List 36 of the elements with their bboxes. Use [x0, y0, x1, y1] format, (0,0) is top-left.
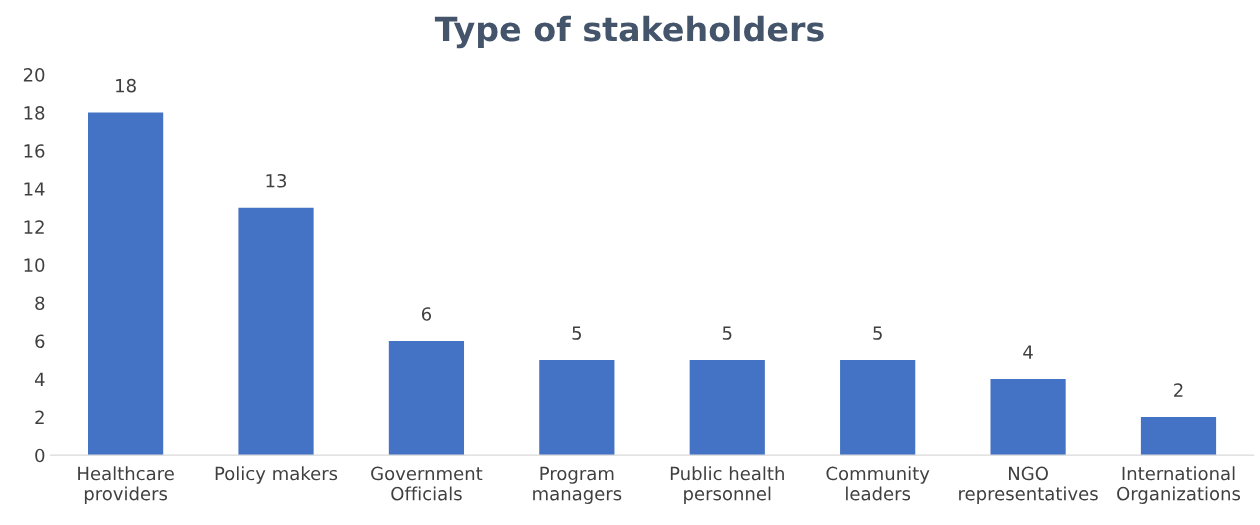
x-tick-label: International Organizations — [1117, 466, 1241, 504]
x-tick-label: Policy makers — [215, 466, 338, 484]
bar — [539, 360, 615, 456]
bar — [1140, 417, 1217, 456]
y-tick-label: 0 — [35, 448, 45, 463]
x-tick-label: Government Officials — [371, 466, 483, 501]
data-label: 5 — [722, 326, 732, 340]
x-tick-label: Healthcare providers — [78, 466, 174, 504]
chart-title: Type of stakeholders — [434, 15, 824, 49]
bar — [238, 207, 314, 456]
bar — [388, 340, 465, 456]
y-tick-label: 20 — [23, 68, 45, 82]
data-label: 13 — [266, 173, 287, 188]
data-label: 5 — [873, 326, 882, 340]
bar — [689, 360, 765, 456]
data-label: 4 — [1023, 345, 1033, 359]
x-tick-label: Program managers — [533, 466, 622, 504]
data-label: 6 — [421, 307, 432, 321]
y-tick-label: 8 — [35, 296, 45, 311]
y-tick-label: 10 — [24, 258, 45, 272]
x-tick-label: Community leaders — [826, 466, 930, 501]
y-tick-label: 18 — [24, 106, 45, 120]
bar — [840, 360, 916, 456]
y-tick-label: 2 — [35, 410, 44, 424]
data-label: 5 — [572, 326, 582, 340]
y-tick-label: 12 — [24, 220, 44, 234]
data-label: 18 — [116, 78, 136, 93]
y-tick-label: 16 — [24, 144, 45, 158]
y-tick-label: 4 — [34, 372, 45, 386]
y-tick-label: 14 — [24, 182, 45, 196]
x-tick-label: NGO representatives — [959, 466, 1098, 504]
y-tick-label: 6 — [35, 334, 45, 349]
bar — [990, 379, 1066, 456]
x-tick-label: Public health personnel — [670, 466, 784, 504]
data-label: 2 — [1174, 383, 1183, 397]
bar — [88, 112, 164, 456]
